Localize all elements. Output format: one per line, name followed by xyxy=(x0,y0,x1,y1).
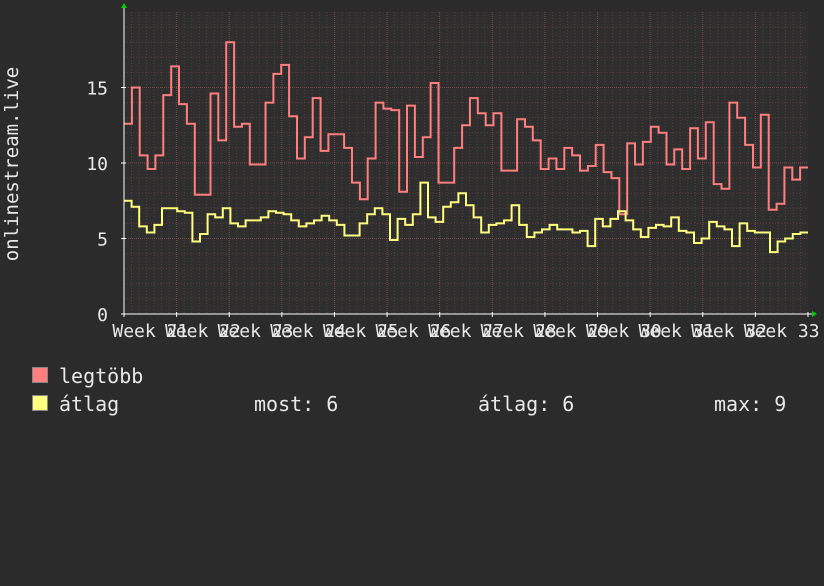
x-tick-label: Week 25 xyxy=(323,321,399,340)
axes xyxy=(121,3,817,317)
x-tick-label: Week 26 xyxy=(375,321,451,340)
legend-swatch-max xyxy=(32,367,48,383)
x-tick-label: Week 24 xyxy=(270,321,346,340)
x-tick-label: Week 28 xyxy=(481,321,557,340)
x-tick-label: Week 27 xyxy=(428,321,504,340)
x-tick-label: Week 21 xyxy=(112,321,188,340)
y-tick-label: 0 xyxy=(97,305,108,326)
x-tick-label: Week 31 xyxy=(639,321,715,340)
series-line-0 xyxy=(124,41,808,216)
x-tick-label: Week 32 xyxy=(691,321,767,340)
y-axis-label: onlinestream.live xyxy=(1,67,23,261)
y-tick-label: 15 xyxy=(86,79,108,100)
y-tick-label: 10 xyxy=(86,154,108,175)
series-layer xyxy=(124,41,808,254)
stat-atlag: átlag: 6 xyxy=(478,392,575,416)
x-tick-label: Week 22 xyxy=(165,321,241,340)
x-tick-label: Week 33 xyxy=(744,321,820,340)
x-tick-label: Week 29 xyxy=(533,321,609,340)
x-axis-arrow xyxy=(812,311,817,317)
x-tick-label: Week 30 xyxy=(586,321,662,340)
legend-row-max: legtöbb xyxy=(32,362,812,390)
legend: legtöbb átlag most: 6 átlag: 6 max: 9 xyxy=(32,362,812,418)
legend-row-avg: átlag most: 6 átlag: 6 max: 9 xyxy=(32,390,812,418)
legend-label-avg: átlag xyxy=(59,392,120,416)
legend-label-max: legtöbb xyxy=(59,364,144,388)
y-axis-arrow xyxy=(121,3,127,8)
stat-most: most: 6 xyxy=(254,392,339,416)
series-line-1 xyxy=(124,181,808,254)
x-tick-label: Week 23 xyxy=(218,321,294,340)
legend-swatch-avg xyxy=(32,395,48,411)
y-tick-label: 5 xyxy=(97,230,108,251)
stat-max: max: 9 xyxy=(714,392,787,416)
